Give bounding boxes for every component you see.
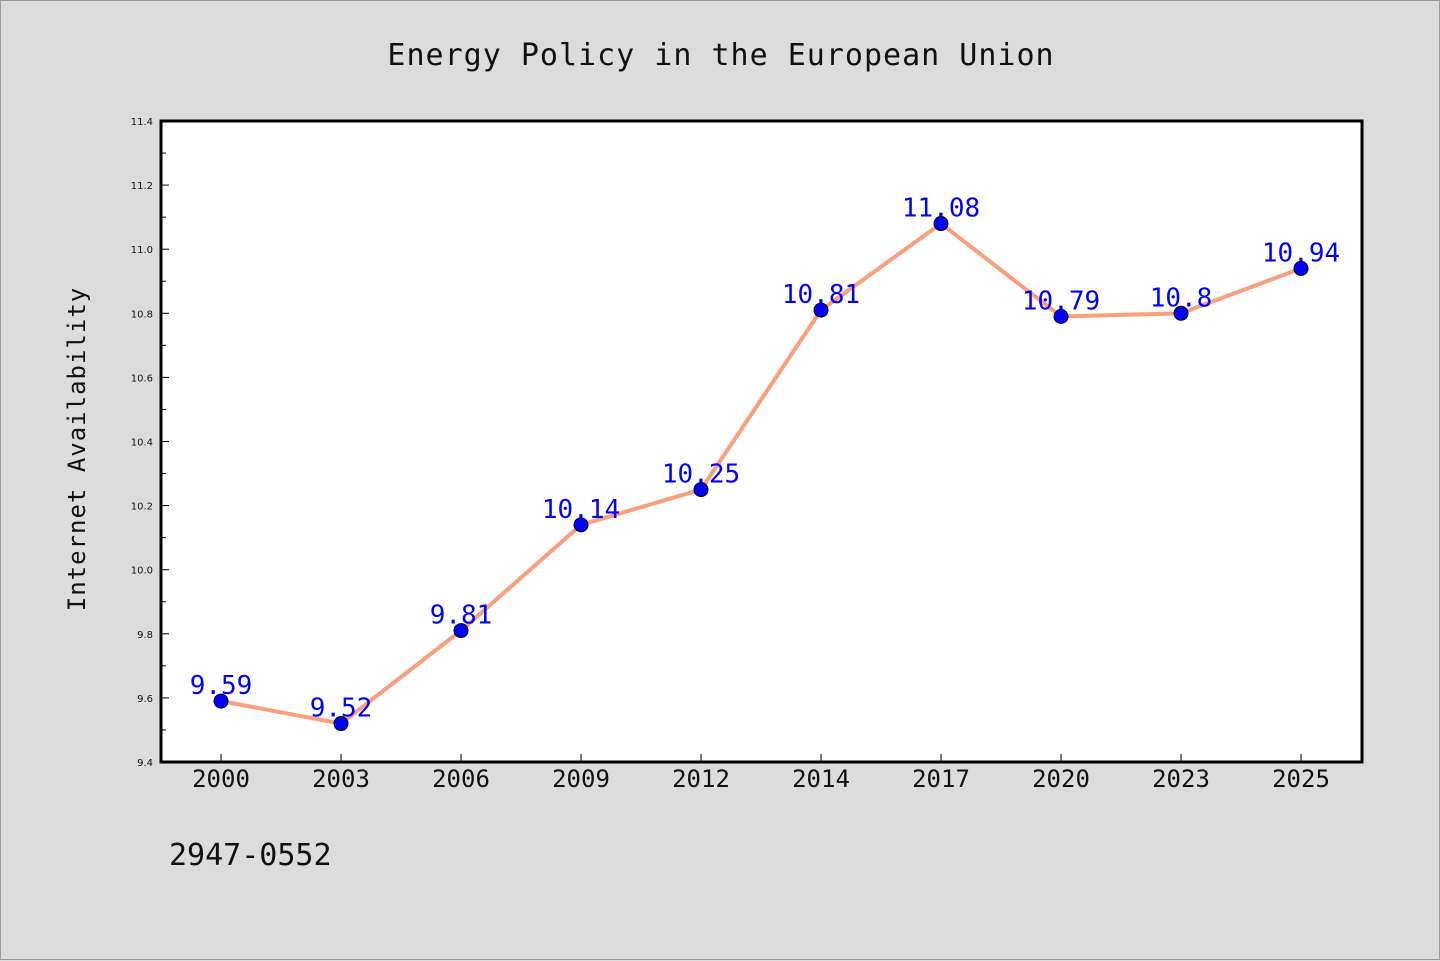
data-point xyxy=(213,693,229,709)
x-tick-label: 2009 xyxy=(552,765,610,793)
data-point xyxy=(1293,260,1309,276)
series-layer xyxy=(213,216,1309,732)
x-tick-label: 2000 xyxy=(192,765,250,793)
y-tick-label: 10.4 xyxy=(131,438,153,449)
data-labels-layer: 9.59 9.52 9.81 10.14 10.25 10.81 11.08 10.79 10.… xyxy=(190,194,1340,724)
y-tick-label: 10.0 xyxy=(131,566,153,577)
y-tick-label: 11.2 xyxy=(131,181,153,192)
footer-code: 2947-0552 xyxy=(169,838,332,873)
data-point xyxy=(693,482,709,498)
data-point xyxy=(453,623,469,639)
chart-title: Energy Policy in the European Union xyxy=(387,38,1054,73)
x-tick-label: 2025 xyxy=(1272,765,1330,793)
data-label: 10.25 xyxy=(662,460,740,490)
data-label: 10.79 xyxy=(1022,287,1100,317)
data-label: 10.8 xyxy=(1150,283,1213,313)
data-label: 10.94 xyxy=(1262,238,1340,268)
data-label: 9.81 xyxy=(430,601,493,631)
y-tick-label: 9.8 xyxy=(137,630,153,641)
data-point xyxy=(333,716,349,732)
y-tick-label: 10.6 xyxy=(131,373,153,384)
data-label: 10.81 xyxy=(782,280,860,310)
x-tick-label: 2003 xyxy=(312,765,370,793)
data-label: 10.14 xyxy=(542,495,620,525)
data-label: 9.52 xyxy=(310,694,373,724)
y-tick-label: 10.8 xyxy=(131,309,153,320)
y-axis: 9.4 9.6 9.8 10.0 10.2 10.4 10.6 10.8 11.0 11.2 11.… xyxy=(131,117,169,769)
data-point xyxy=(1173,305,1189,321)
y-tick-label: 9.6 xyxy=(137,694,153,705)
y-axis-label: Internet Availability xyxy=(63,287,91,611)
data-point xyxy=(1053,309,1069,325)
data-point xyxy=(933,216,949,232)
series-line xyxy=(219,221,1303,726)
data-point xyxy=(573,517,589,533)
y-tick-label: 10.2 xyxy=(131,502,153,513)
x-tick-label: 2023 xyxy=(1152,765,1210,793)
y-tick-label: 9.4 xyxy=(137,758,153,769)
data-label: 11.08 xyxy=(902,194,980,224)
x-axis: 2000 2003 2006 2009 2012 2014 2017 2020 2023 2025 xyxy=(192,754,1330,793)
x-tick-label: 2006 xyxy=(432,765,490,793)
y-tick-label: 11.0 xyxy=(131,245,153,256)
x-tick-label: 2020 xyxy=(1032,765,1090,793)
x-tick-label: 2014 xyxy=(792,765,850,793)
x-tick-label: 2017 xyxy=(912,765,970,793)
x-tick-label: 2012 xyxy=(672,765,730,793)
data-point xyxy=(813,302,829,318)
y-tick-label: 11.4 xyxy=(131,117,153,128)
plot-area xyxy=(159,119,1364,764)
data-label: 9.59 xyxy=(190,671,253,701)
